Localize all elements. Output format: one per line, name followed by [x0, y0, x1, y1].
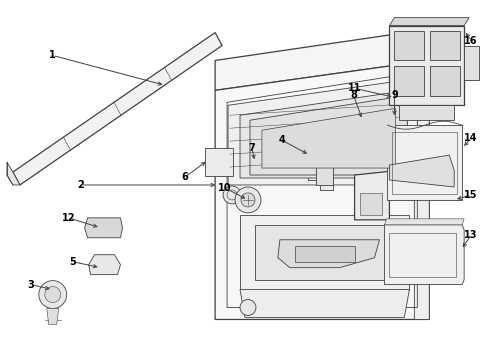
Polygon shape — [89, 255, 121, 275]
Text: 11: 11 — [348, 84, 361, 93]
Polygon shape — [390, 155, 454, 187]
Polygon shape — [394, 31, 424, 60]
Text: 14: 14 — [465, 133, 478, 143]
Polygon shape — [430, 31, 460, 60]
Polygon shape — [240, 289, 409, 318]
Text: 16: 16 — [465, 36, 478, 46]
Polygon shape — [360, 118, 373, 146]
Circle shape — [240, 300, 256, 315]
Polygon shape — [390, 18, 469, 26]
Polygon shape — [267, 152, 283, 167]
Polygon shape — [215, 60, 429, 319]
Circle shape — [384, 117, 399, 133]
Polygon shape — [250, 95, 407, 175]
Polygon shape — [205, 148, 233, 176]
Text: 8: 8 — [350, 90, 357, 100]
Circle shape — [243, 150, 267, 174]
Text: 4: 4 — [278, 135, 285, 145]
Polygon shape — [85, 218, 122, 238]
Polygon shape — [464, 45, 479, 80]
Polygon shape — [388, 125, 462, 200]
Polygon shape — [316, 165, 333, 185]
Polygon shape — [355, 165, 449, 220]
Circle shape — [241, 193, 255, 207]
Polygon shape — [394, 67, 424, 96]
Circle shape — [39, 280, 67, 309]
Text: 15: 15 — [465, 190, 478, 200]
Text: 12: 12 — [62, 213, 75, 223]
Polygon shape — [240, 215, 409, 289]
Polygon shape — [394, 95, 413, 117]
Text: 2: 2 — [77, 180, 84, 190]
Polygon shape — [385, 219, 464, 225]
Polygon shape — [390, 26, 464, 105]
Polygon shape — [430, 67, 460, 96]
Circle shape — [45, 287, 61, 302]
Polygon shape — [7, 162, 20, 185]
Polygon shape — [298, 130, 333, 190]
Polygon shape — [255, 225, 394, 280]
Polygon shape — [278, 240, 379, 268]
Polygon shape — [240, 90, 407, 178]
Circle shape — [223, 186, 241, 204]
Text: 1: 1 — [49, 50, 56, 60]
Polygon shape — [415, 60, 429, 319]
Polygon shape — [385, 225, 464, 285]
Text: 7: 7 — [248, 143, 255, 153]
Text: 3: 3 — [27, 280, 34, 289]
Polygon shape — [399, 105, 454, 120]
Polygon shape — [360, 193, 383, 215]
Text: 9: 9 — [391, 90, 398, 100]
Polygon shape — [228, 78, 417, 185]
Text: 13: 13 — [465, 230, 478, 240]
Text: 6: 6 — [182, 172, 189, 182]
Polygon shape — [215, 31, 429, 90]
Text: 5: 5 — [69, 257, 76, 267]
Polygon shape — [47, 309, 59, 324]
Circle shape — [385, 144, 398, 158]
Polygon shape — [262, 108, 395, 168]
Polygon shape — [13, 32, 222, 185]
Circle shape — [235, 187, 261, 213]
Polygon shape — [295, 246, 355, 262]
Text: 10: 10 — [219, 183, 232, 193]
